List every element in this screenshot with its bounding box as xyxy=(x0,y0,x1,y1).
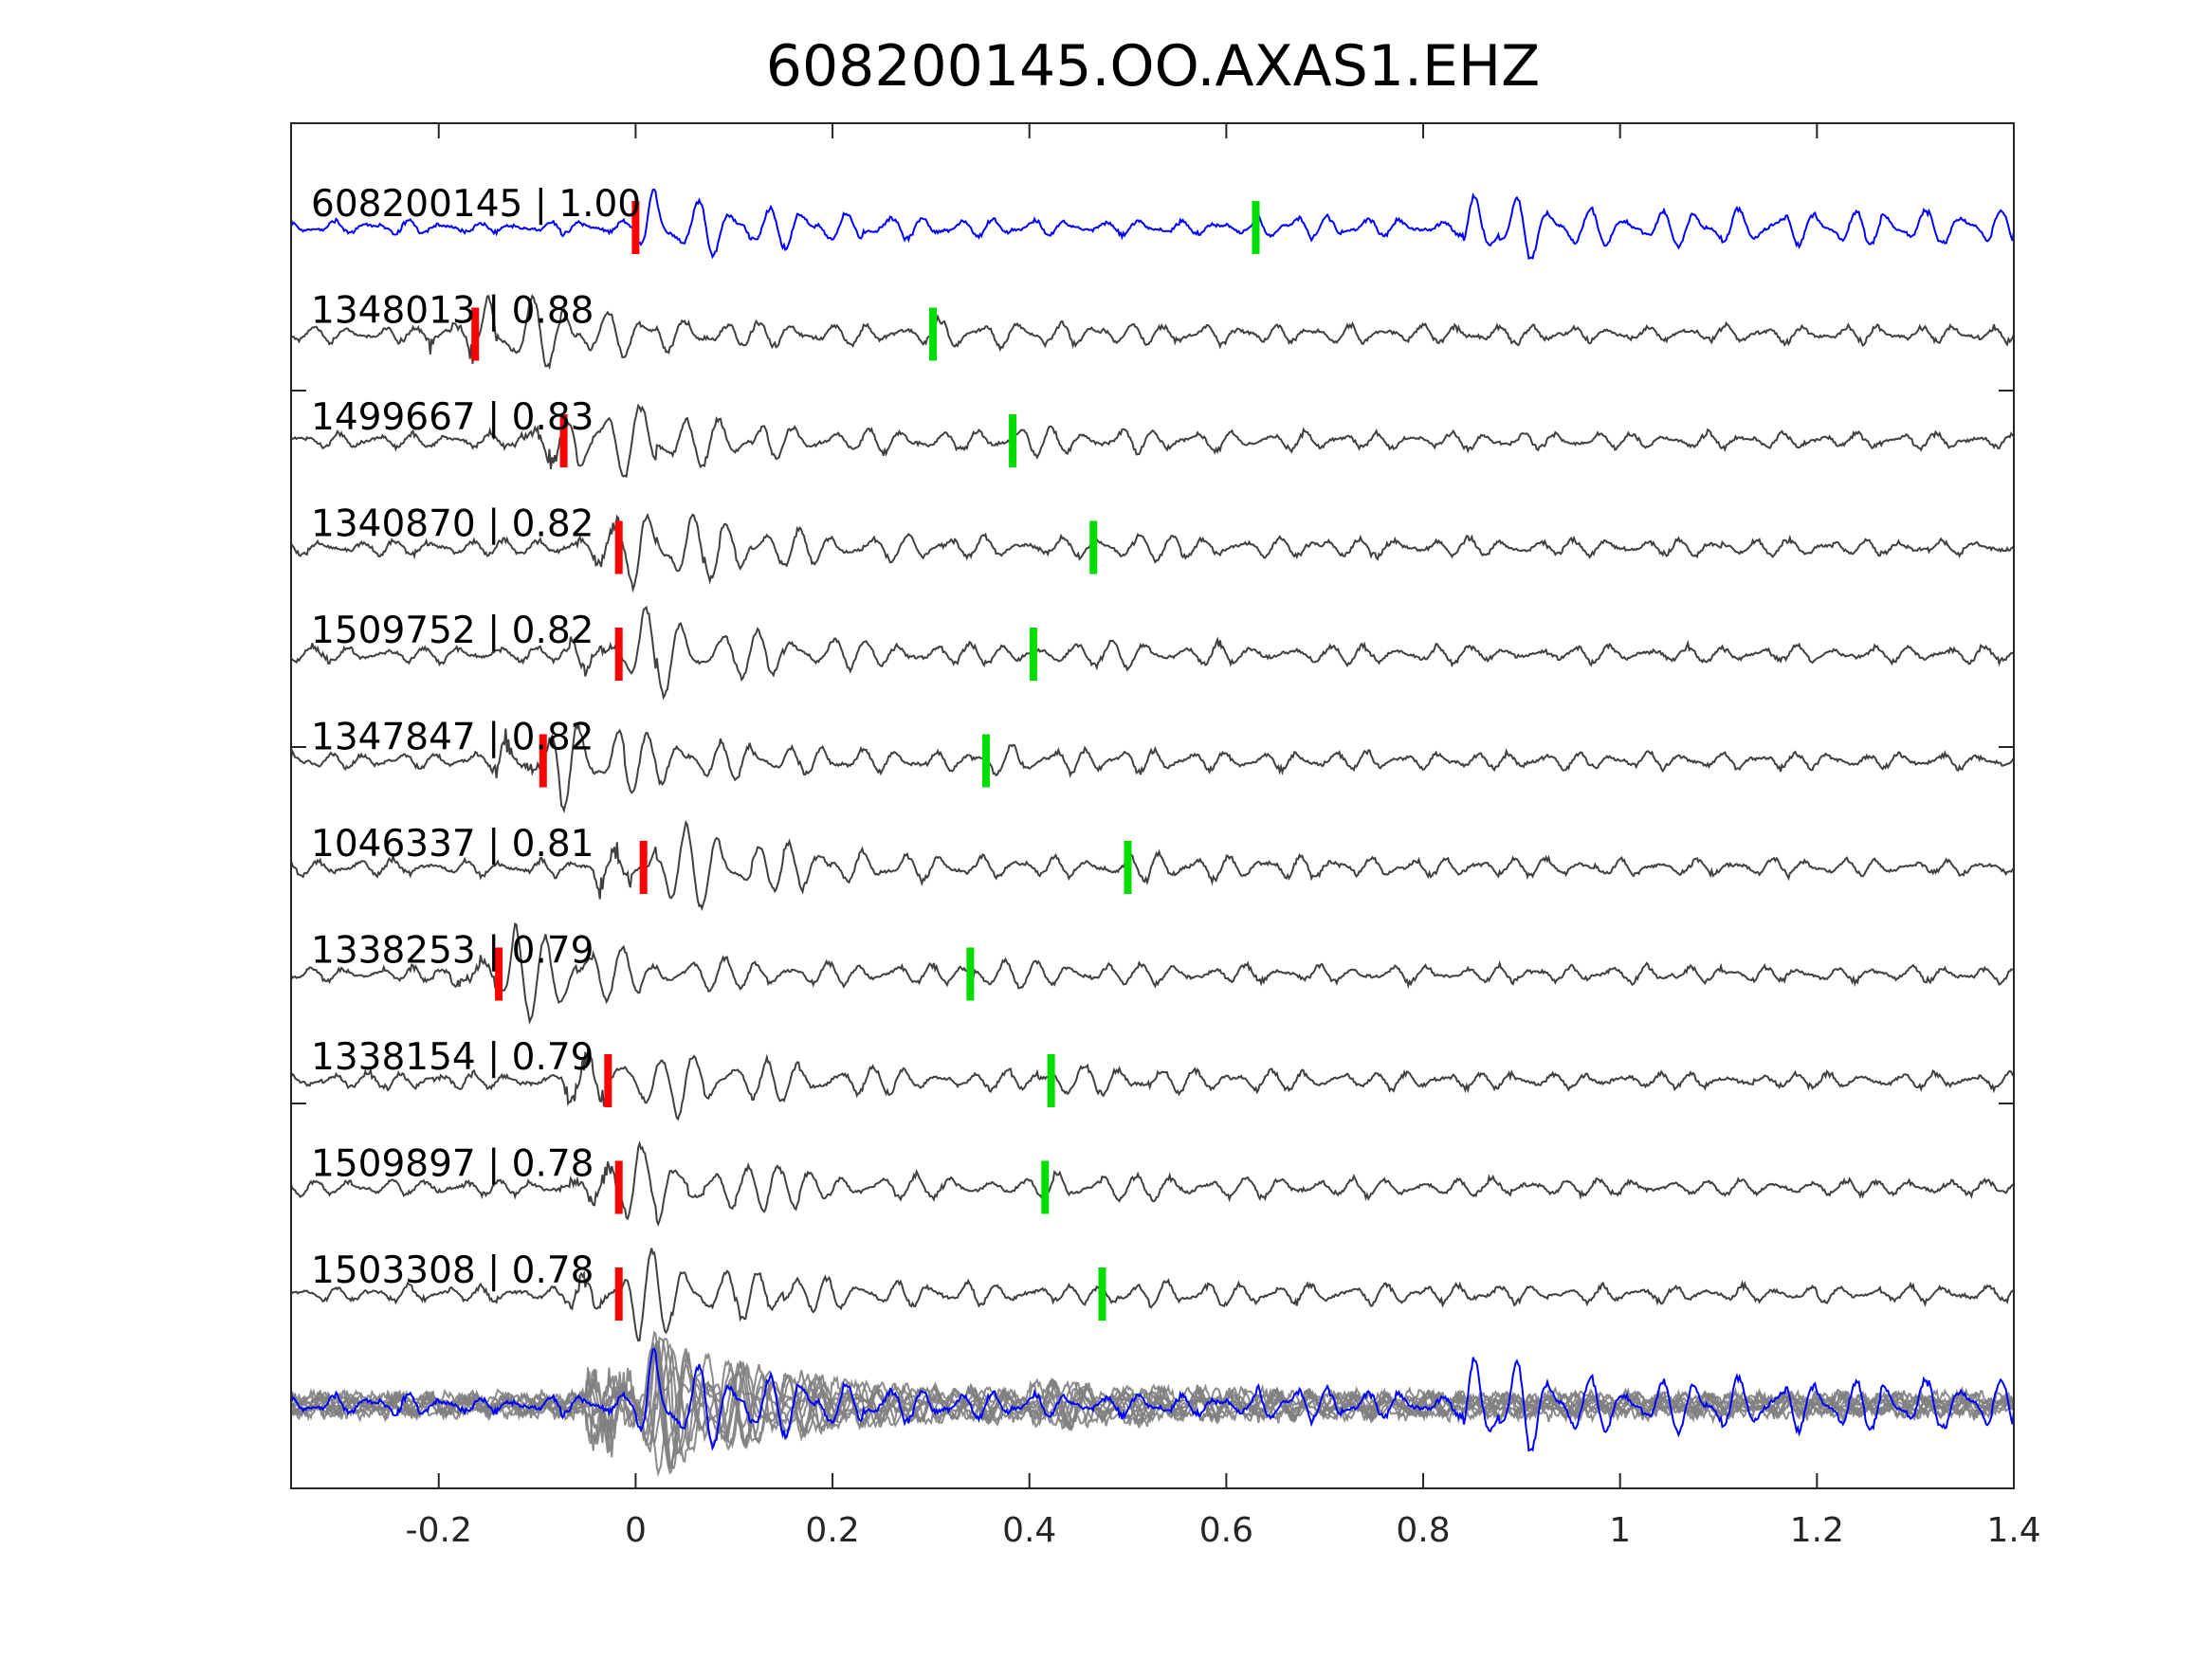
trace-line-6 xyxy=(290,819,2015,912)
trace-labels-layer: 608200145 | 1.00 1348013 | 0.88 1499667 | … xyxy=(311,183,641,1292)
trace-line-3 xyxy=(290,512,2015,593)
chart-title: 608200145.OO.AXAS1.EHZ xyxy=(766,33,1540,100)
x-tick-label-0: -0.2 xyxy=(406,1511,472,1550)
x-tick-label-7: 1.2 xyxy=(1790,1511,1844,1550)
trace-line-4 xyxy=(290,605,2015,701)
trace-line-5 xyxy=(290,722,2015,814)
x-tick-label-5: 0.8 xyxy=(1396,1511,1450,1550)
trace-line-8 xyxy=(290,1051,2015,1121)
x-tick-label-8: 1.4 xyxy=(1986,1511,2040,1550)
trace-line-1 xyxy=(290,294,2015,371)
picks-layer xyxy=(471,201,1260,1321)
trace-label-5: 1347847 | 0.82 xyxy=(311,717,594,759)
stack-overlay xyxy=(290,1330,2015,1478)
trace-line-10 xyxy=(290,1248,2015,1342)
x-tick-label-2: 0.2 xyxy=(805,1511,859,1550)
trace-label-4: 1509752 | 0.82 xyxy=(311,610,594,652)
trace-label-3: 1340870 | 0.82 xyxy=(311,503,594,546)
stack-trace-line-7 xyxy=(290,1342,2014,1464)
plot-area-frame xyxy=(290,122,2015,1489)
trace-label-8: 1338154 | 0.79 xyxy=(311,1036,594,1079)
x-axis: -0.2 0 0.2 0.4 0.6 0.8 1 1.2 1.4 xyxy=(291,123,2041,1550)
trace-label-10: 1503308 | 0.78 xyxy=(311,1249,594,1292)
master-trace-line xyxy=(290,188,2015,260)
trace-line-7 xyxy=(290,922,2015,1026)
trace-label-0: 608200145 | 1.00 xyxy=(311,183,641,226)
x-tick-label-1: 0 xyxy=(625,1511,647,1550)
trace-label-7: 1338253 | 0.79 xyxy=(311,930,594,973)
x-tick-label-6: 1 xyxy=(1609,1511,1631,1550)
traces-layer xyxy=(290,188,2015,1478)
trace-label-9: 1509897 | 0.78 xyxy=(311,1143,594,1186)
trace-label-2: 1499667 | 0.83 xyxy=(311,396,594,439)
stack-master-line xyxy=(290,1347,2015,1452)
trace-label-1: 1348013 | 0.88 xyxy=(311,290,594,333)
trace-label-6: 1046337 | 0.81 xyxy=(311,823,594,866)
trace-line-9 xyxy=(290,1139,2015,1228)
x-tick-label-3: 0.4 xyxy=(1002,1511,1056,1550)
x-tick-label-4: 0.6 xyxy=(1199,1511,1253,1550)
trace-line-2 xyxy=(290,403,2015,479)
stack-trace-line-6 xyxy=(290,1345,2015,1475)
